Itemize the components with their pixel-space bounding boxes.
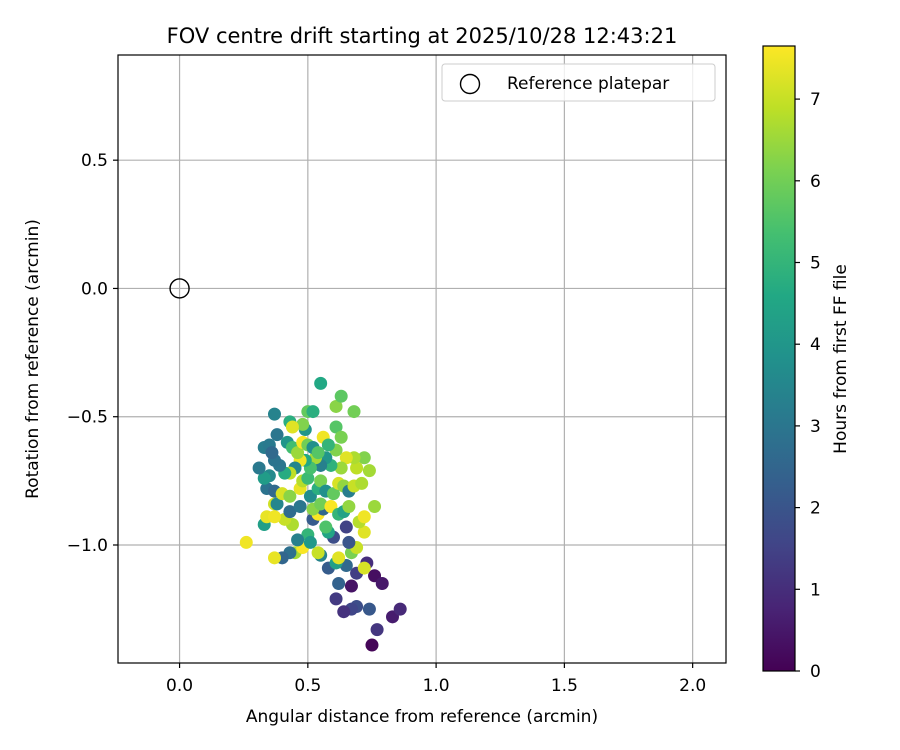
x-ticks: 0.0 0.5 1.0 1.5 2.0 <box>166 663 706 696</box>
scatter-point <box>370 623 384 637</box>
scatter-point <box>285 420 299 434</box>
scatter-point <box>239 535 253 549</box>
scatter-point <box>375 576 389 590</box>
scatter-point <box>252 461 266 475</box>
x-tick-label: 1.5 <box>551 676 578 696</box>
scatter-point <box>329 592 343 606</box>
scatter-point <box>311 446 325 460</box>
scatter-points <box>239 376 407 652</box>
scatter-point <box>314 376 328 390</box>
colorbar-label: Hours from first FF file <box>831 264 851 454</box>
y-ticks: 0.5 0.0 −0.5 −1.0 <box>67 151 118 556</box>
colorbar-tick-label: 0 <box>810 662 821 682</box>
scatter-point <box>314 474 328 488</box>
chart-title: FOV centre drift starting at 2025/10/28 … <box>167 24 678 48</box>
scatter-point <box>303 535 317 549</box>
scatter-point <box>329 420 343 434</box>
scatter-point <box>339 520 353 534</box>
scatter-point <box>342 535 356 549</box>
plot-frame <box>117 54 727 664</box>
scatter-point <box>267 407 281 421</box>
reference-marker-group <box>169 278 190 299</box>
scatter-point <box>314 497 328 511</box>
y-axis-label: Rotation from reference (arcmin) <box>23 219 43 499</box>
scatter-point <box>332 576 346 590</box>
colorbar-tick-label: 5 <box>810 254 821 274</box>
scatter-point <box>342 500 356 514</box>
scatter-point <box>355 476 369 490</box>
scatter-point <box>365 638 379 652</box>
colorbar-tick-label: 3 <box>810 417 821 437</box>
y-tick-label: 0.0 <box>81 279 108 299</box>
x-axis-label: Angular distance from reference (arcmin) <box>246 707 598 727</box>
scatter-point <box>329 399 343 413</box>
scatter-point <box>293 500 307 514</box>
scatter-point <box>368 500 382 514</box>
scatter-point <box>334 430 348 444</box>
y-tick-label: −0.5 <box>67 408 108 428</box>
scatter-point <box>334 389 348 403</box>
legend-reference-marker-icon <box>459 73 481 95</box>
colorbar-tick-label: 4 <box>810 335 821 355</box>
legend: Reference platepar <box>441 63 716 102</box>
plot-area <box>118 55 726 663</box>
scatter-point <box>339 451 353 465</box>
colorbar <box>762 45 796 672</box>
colorbar-ticks: 0 1 2 3 4 5 6 7 <box>795 90 821 682</box>
y-tick-label: 0.5 <box>81 151 108 171</box>
scatter-point <box>357 451 371 465</box>
x-tick-label: 2.0 <box>679 676 706 696</box>
scatter-point <box>350 461 364 475</box>
scatter-point <box>296 417 310 431</box>
scatter-point <box>357 510 371 524</box>
scatter-point <box>267 551 281 565</box>
colorbar-tick-label: 1 <box>810 580 821 600</box>
scatter-point <box>344 579 358 593</box>
x-tick-label: 1.0 <box>423 676 450 696</box>
scatter-point <box>357 561 371 575</box>
scatter-point <box>311 546 325 560</box>
scatter-point <box>265 446 279 460</box>
scatter-point <box>291 533 305 547</box>
y-gridlines <box>118 159 726 546</box>
scatter-point <box>306 405 320 419</box>
scatter-point <box>337 605 351 619</box>
scatter-point <box>393 602 407 616</box>
scatter-point <box>270 428 284 442</box>
colorbar-tick-label: 7 <box>810 90 821 110</box>
scatter-point <box>334 461 348 475</box>
x-tick-label: 0.5 <box>294 676 321 696</box>
scatter-point <box>362 602 376 616</box>
scatter-point <box>347 405 361 419</box>
legend-label-reference: Reference platepar <box>507 74 669 94</box>
scatter-point <box>301 471 315 485</box>
scatter-point <box>283 505 297 519</box>
scatter-point <box>357 525 371 539</box>
scatter-point <box>283 489 297 503</box>
scatter-point <box>319 520 333 534</box>
scatter-point <box>326 487 340 501</box>
scatter-point <box>362 464 376 478</box>
legend-box <box>441 63 716 102</box>
scatter-point <box>270 497 284 511</box>
scatter-point <box>321 438 335 452</box>
reference-platepar-marker <box>169 278 190 299</box>
scatter-point <box>267 510 281 524</box>
y-tick-label: −1.0 <box>67 536 108 556</box>
colorbar-tick-label: 2 <box>810 499 821 519</box>
scatter-point <box>257 471 271 485</box>
x-tick-label: 0.0 <box>166 676 193 696</box>
x-gridlines <box>178 55 694 663</box>
colorbar-tick-label: 6 <box>810 172 821 192</box>
scatter-point <box>332 551 346 565</box>
scatter-point <box>291 446 305 460</box>
